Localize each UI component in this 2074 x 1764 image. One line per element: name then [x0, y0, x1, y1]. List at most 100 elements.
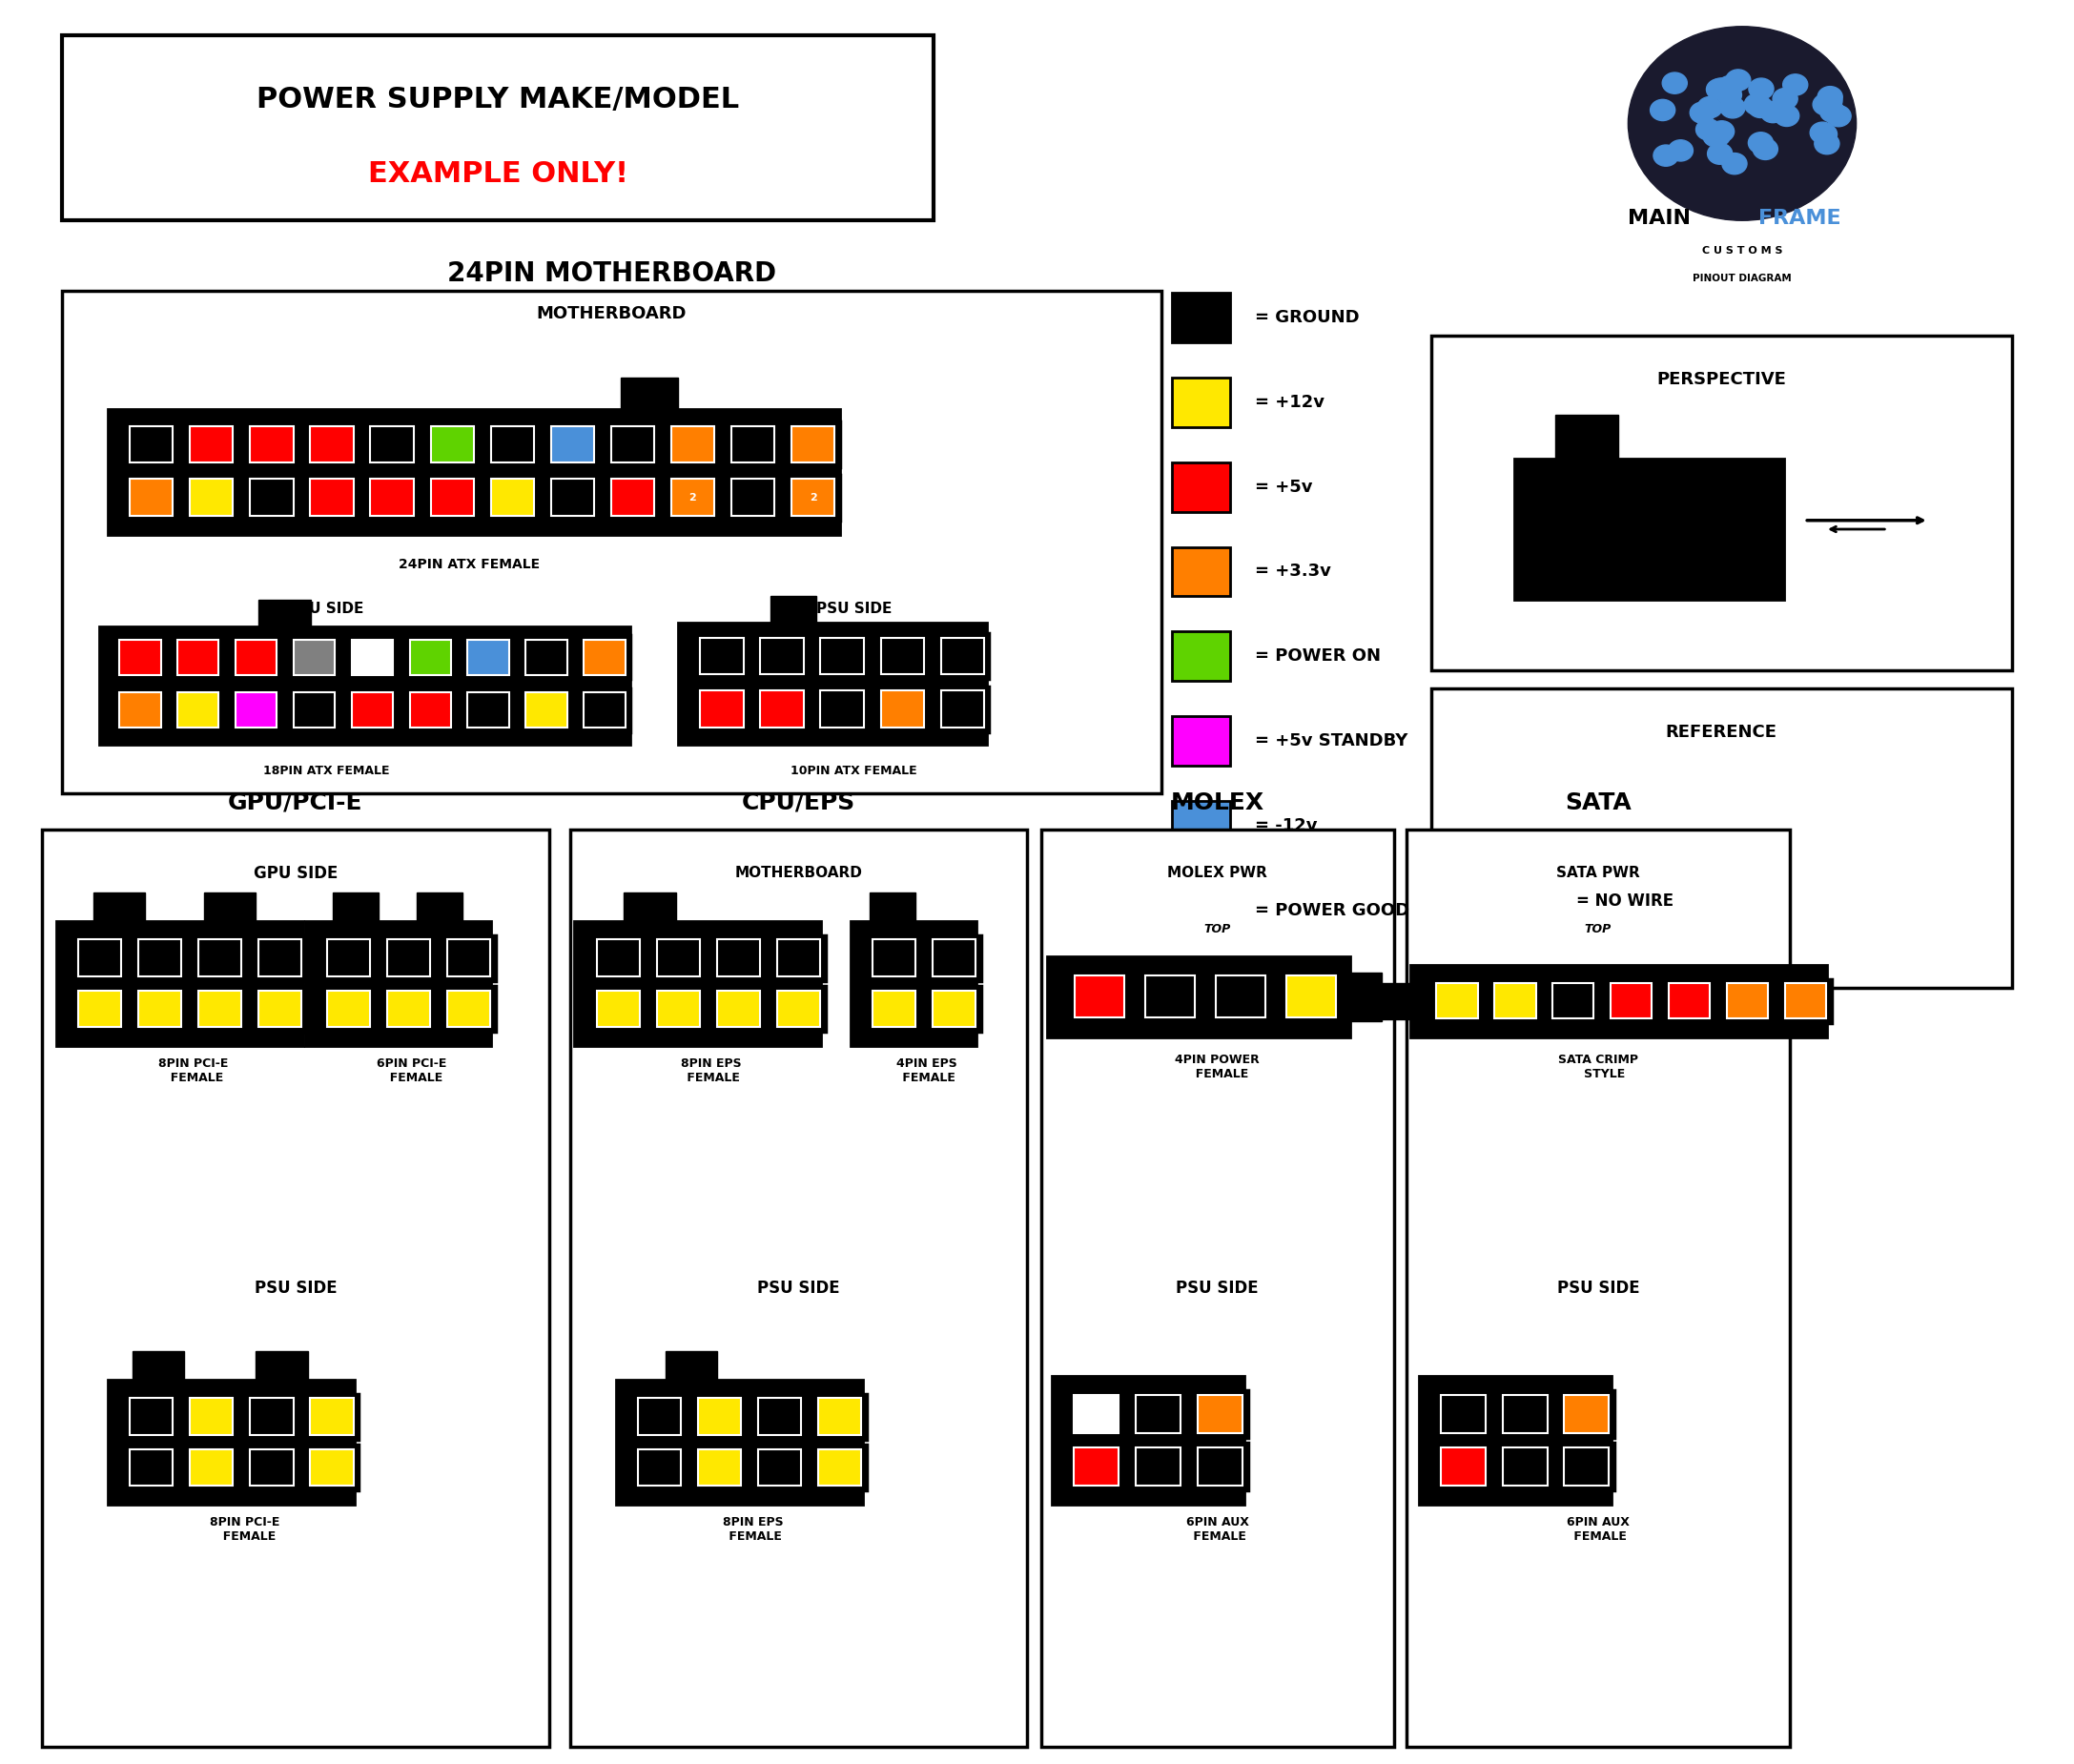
FancyBboxPatch shape	[1605, 979, 1657, 1023]
FancyBboxPatch shape	[79, 940, 120, 975]
FancyBboxPatch shape	[1502, 1395, 1547, 1432]
Text: EXAMPLE ONLY!: EXAMPLE ONLY!	[367, 161, 628, 189]
FancyBboxPatch shape	[525, 640, 568, 676]
FancyBboxPatch shape	[850, 921, 977, 1046]
FancyBboxPatch shape	[442, 986, 496, 1032]
FancyBboxPatch shape	[1435, 1443, 1491, 1491]
FancyBboxPatch shape	[62, 291, 1161, 794]
Text: = +5v: = +5v	[1255, 478, 1313, 496]
FancyBboxPatch shape	[1193, 1390, 1249, 1438]
Circle shape	[1773, 106, 1798, 127]
FancyBboxPatch shape	[1379, 983, 1410, 1020]
FancyBboxPatch shape	[193, 986, 247, 1032]
FancyBboxPatch shape	[570, 829, 1027, 1746]
FancyBboxPatch shape	[236, 693, 278, 729]
FancyBboxPatch shape	[311, 480, 353, 515]
Circle shape	[1653, 145, 1678, 166]
Text: 8PIN EPS
 FEMALE: 8PIN EPS FEMALE	[680, 1057, 742, 1085]
FancyBboxPatch shape	[574, 921, 821, 1046]
Text: = -12v: = -12v	[1255, 817, 1317, 834]
FancyBboxPatch shape	[1609, 984, 1651, 1020]
FancyBboxPatch shape	[772, 596, 817, 623]
Text: = +3.3v: = +3.3v	[1255, 563, 1332, 580]
FancyBboxPatch shape	[185, 422, 239, 467]
FancyBboxPatch shape	[552, 480, 593, 515]
FancyBboxPatch shape	[463, 635, 514, 679]
FancyBboxPatch shape	[353, 693, 394, 729]
FancyBboxPatch shape	[1172, 716, 1230, 766]
FancyBboxPatch shape	[869, 893, 915, 921]
FancyBboxPatch shape	[365, 475, 419, 520]
FancyBboxPatch shape	[133, 935, 187, 981]
FancyBboxPatch shape	[657, 991, 699, 1027]
Text: = NO WIRE: = NO WIRE	[1576, 893, 1674, 910]
FancyBboxPatch shape	[672, 480, 713, 515]
FancyBboxPatch shape	[579, 688, 630, 732]
FancyBboxPatch shape	[1497, 1390, 1553, 1438]
FancyBboxPatch shape	[382, 935, 436, 981]
FancyBboxPatch shape	[431, 427, 473, 462]
FancyBboxPatch shape	[251, 1450, 292, 1485]
FancyBboxPatch shape	[259, 600, 311, 626]
FancyBboxPatch shape	[492, 427, 533, 462]
FancyBboxPatch shape	[819, 1450, 861, 1485]
FancyBboxPatch shape	[321, 986, 375, 1032]
FancyBboxPatch shape	[93, 893, 145, 921]
FancyBboxPatch shape	[253, 986, 307, 1032]
Text: MOLEX PWR: MOLEX PWR	[1168, 866, 1267, 880]
Circle shape	[1707, 143, 1732, 164]
Text: REFERENCE: REFERENCE	[1665, 723, 1777, 741]
FancyBboxPatch shape	[695, 686, 749, 732]
FancyBboxPatch shape	[792, 480, 834, 515]
Text: 24PIN MOTHERBOARD: 24PIN MOTHERBOARD	[448, 259, 776, 288]
FancyBboxPatch shape	[288, 635, 340, 679]
FancyBboxPatch shape	[1481, 972, 1543, 1025]
FancyBboxPatch shape	[597, 991, 639, 1027]
FancyBboxPatch shape	[521, 688, 572, 732]
FancyBboxPatch shape	[328, 991, 369, 1027]
FancyBboxPatch shape	[612, 427, 653, 462]
Text: PSU SIDE: PSU SIDE	[757, 1279, 840, 1297]
FancyBboxPatch shape	[245, 1394, 299, 1439]
Circle shape	[1697, 118, 1721, 139]
Circle shape	[1661, 72, 1686, 93]
FancyBboxPatch shape	[1441, 1395, 1485, 1432]
FancyBboxPatch shape	[1145, 975, 1195, 1018]
Circle shape	[1825, 106, 1850, 127]
FancyBboxPatch shape	[597, 940, 639, 975]
FancyBboxPatch shape	[1068, 1443, 1124, 1491]
Circle shape	[1690, 102, 1715, 123]
FancyBboxPatch shape	[185, 475, 239, 520]
Text: FRAME: FRAME	[1759, 210, 1842, 228]
FancyBboxPatch shape	[245, 475, 299, 520]
FancyBboxPatch shape	[1667, 984, 1709, 1020]
FancyBboxPatch shape	[251, 427, 292, 462]
FancyBboxPatch shape	[1784, 984, 1825, 1020]
Circle shape	[1813, 123, 1838, 145]
FancyBboxPatch shape	[1431, 335, 2012, 670]
FancyBboxPatch shape	[1130, 1390, 1186, 1438]
Circle shape	[1761, 102, 1786, 123]
FancyBboxPatch shape	[56, 921, 303, 1046]
FancyBboxPatch shape	[933, 991, 975, 1027]
Text: SATA: SATA	[1564, 792, 1632, 813]
Circle shape	[1717, 85, 1742, 106]
FancyBboxPatch shape	[321, 935, 375, 981]
FancyBboxPatch shape	[417, 893, 463, 921]
FancyBboxPatch shape	[1564, 1395, 1609, 1432]
FancyBboxPatch shape	[935, 633, 989, 679]
FancyBboxPatch shape	[651, 986, 705, 1032]
FancyBboxPatch shape	[131, 1399, 172, 1434]
FancyBboxPatch shape	[753, 1394, 807, 1439]
FancyBboxPatch shape	[131, 480, 172, 515]
FancyBboxPatch shape	[255, 1351, 307, 1379]
FancyBboxPatch shape	[813, 1445, 867, 1491]
FancyBboxPatch shape	[1041, 829, 1394, 1746]
FancyBboxPatch shape	[933, 940, 975, 975]
FancyBboxPatch shape	[172, 635, 224, 679]
FancyBboxPatch shape	[633, 1445, 686, 1491]
FancyBboxPatch shape	[311, 427, 353, 462]
Text: = +12v: = +12v	[1255, 393, 1325, 411]
Circle shape	[1703, 125, 1728, 146]
FancyBboxPatch shape	[821, 639, 863, 674]
